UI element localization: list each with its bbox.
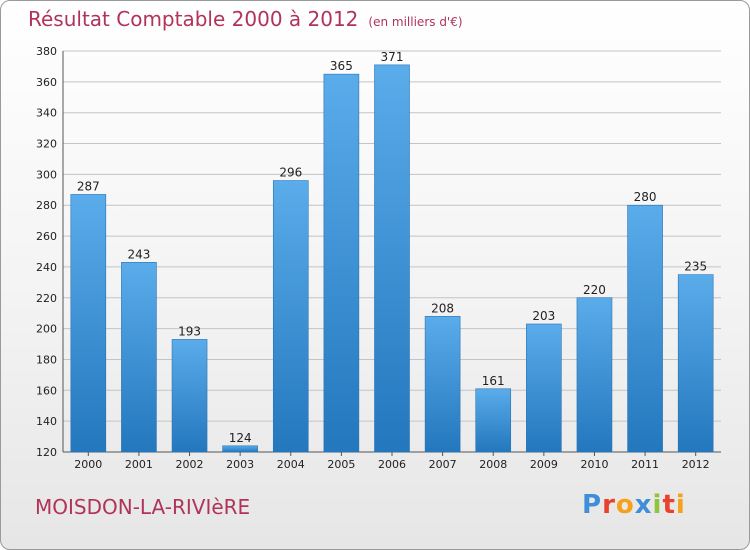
- y-tick-label: 260: [36, 230, 57, 243]
- bar: [374, 64, 410, 453]
- y-tick-label: 380: [36, 45, 57, 58]
- value-label: 203: [532, 309, 555, 323]
- value-label: 371: [381, 50, 404, 64]
- value-label: 235: [684, 260, 707, 274]
- y-tick-label: 320: [36, 138, 57, 151]
- value-label: 287: [77, 179, 100, 193]
- bar: [475, 388, 512, 453]
- y-tick-label: 340: [36, 107, 57, 120]
- x-tick-label: 2004: [277, 458, 305, 471]
- y-tick-label: 200: [36, 323, 57, 336]
- y-tick-label: 360: [36, 76, 57, 89]
- bar: [171, 339, 208, 453]
- y-tick-label: 120: [36, 446, 57, 459]
- x-tick-label: 2006: [378, 458, 406, 471]
- chart-title-text: Résultat Comptable 2000 à 2012: [28, 7, 359, 31]
- x-tick-label: 2003: [226, 458, 254, 471]
- logo-letter: P: [582, 490, 603, 520]
- x-tick-label: 2008: [479, 458, 507, 471]
- chart-title: Résultat Comptable 2000 à 2012 (en millie…: [28, 7, 463, 31]
- bar: [526, 323, 562, 453]
- bar: [222, 445, 258, 453]
- logo-letter: r: [602, 490, 616, 520]
- y-tick-label: 140: [36, 415, 57, 428]
- proxiti-logo: Proxiti: [582, 490, 686, 520]
- bar: [576, 297, 613, 453]
- bar: [627, 204, 663, 453]
- value-label: 220: [583, 283, 606, 297]
- y-tick-label: 180: [36, 353, 57, 366]
- x-tick-label: 2011: [631, 458, 659, 471]
- x-tick-label: 2002: [176, 458, 204, 471]
- x-tick-label: 2010: [580, 458, 608, 471]
- logo-letter: o: [615, 490, 635, 520]
- y-tick-label: 300: [36, 168, 57, 181]
- x-tick-label: 2001: [125, 458, 153, 471]
- x-tick-label: 2012: [682, 458, 710, 471]
- chart-unit: (en milliers d'€): [368, 15, 463, 29]
- value-label: 280: [634, 190, 657, 204]
- logo-letter: i: [652, 490, 663, 520]
- y-tick-label: 280: [36, 199, 57, 212]
- bar: [121, 261, 157, 453]
- value-label: 124: [229, 431, 252, 445]
- bar-chart: 120 140 160 180 200 220 240 260 280 300 320 340 360 3…: [36, 45, 721, 471]
- logo-letter: i: [675, 490, 686, 520]
- x-tick-label: 2007: [429, 458, 457, 471]
- value-label: 365: [330, 59, 353, 73]
- y-tick-label: 160: [36, 384, 57, 397]
- x-tick-label: 2009: [530, 458, 558, 471]
- commune-name: MOISDON-LA-RIVIèRE: [35, 495, 251, 519]
- bar: [70, 194, 107, 453]
- x-tick-label: 2000: [74, 458, 102, 471]
- y-tick-label: 240: [36, 261, 57, 274]
- logo-letter: x: [634, 490, 653, 520]
- bar: [424, 315, 461, 453]
- bar: [272, 180, 309, 453]
- value-label: 243: [127, 247, 150, 261]
- y-tick-label: 220: [36, 292, 57, 305]
- bar: [677, 274, 714, 453]
- value-label: 161: [482, 374, 505, 388]
- value-label: 208: [431, 301, 454, 315]
- bar: [323, 73, 360, 453]
- value-label: 193: [178, 324, 201, 338]
- value-label: 296: [279, 166, 302, 180]
- x-tick-label: 2005: [327, 458, 355, 471]
- logo-letter: t: [662, 490, 676, 520]
